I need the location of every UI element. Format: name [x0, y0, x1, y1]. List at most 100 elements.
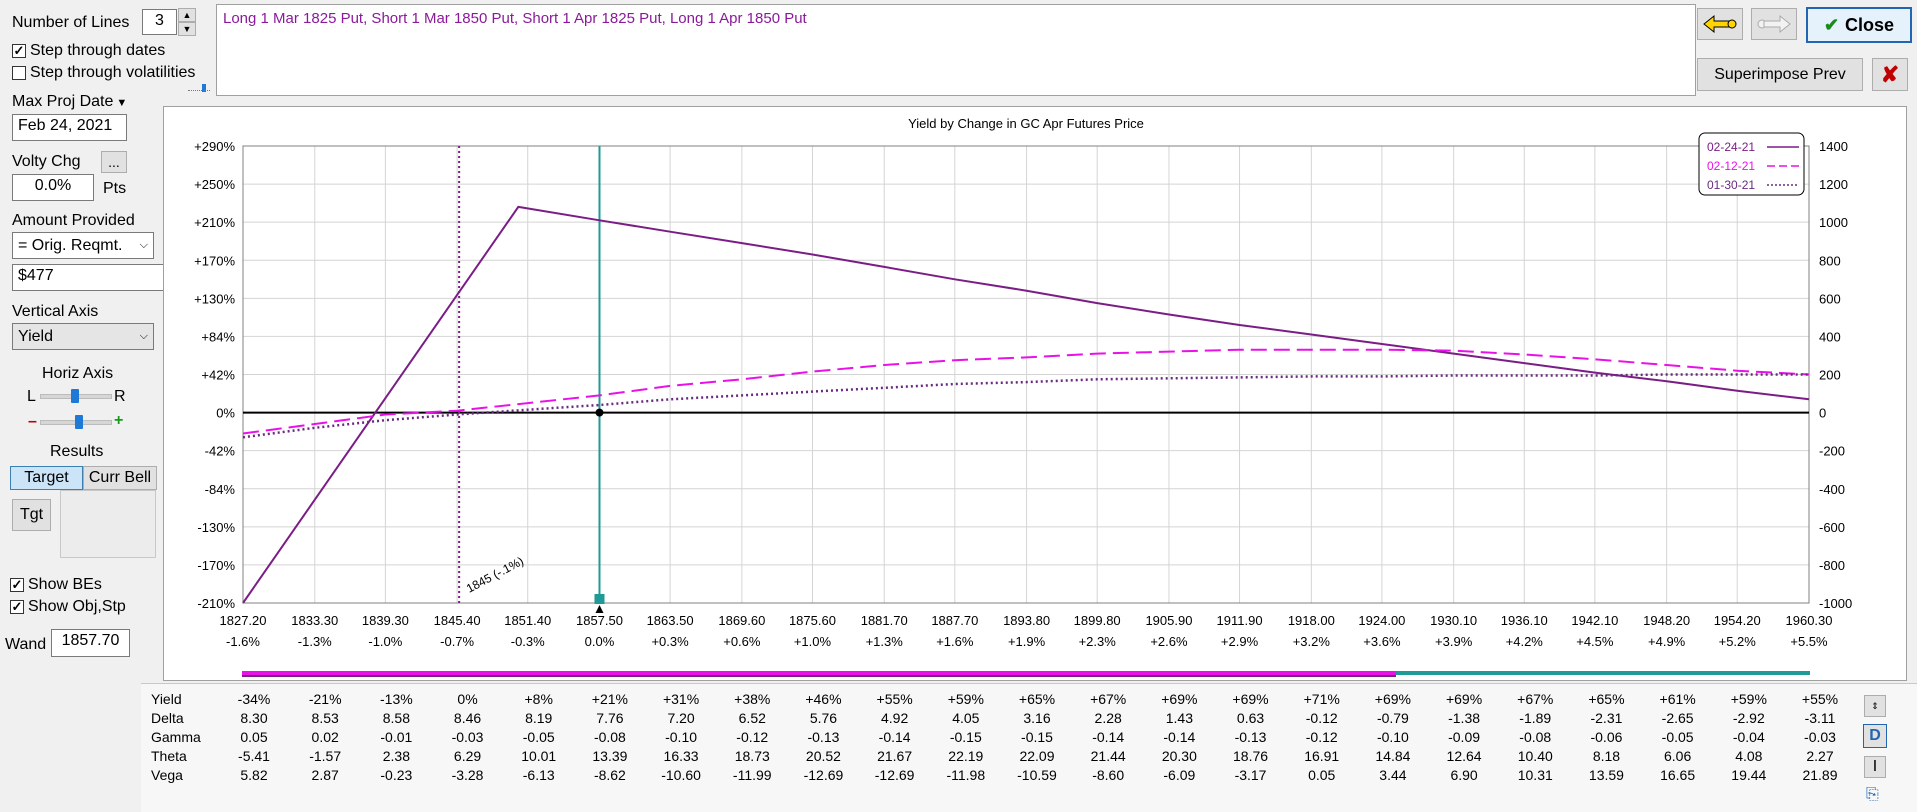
y-right-tick-label: 800 [1819, 253, 1841, 268]
greeks-cell: +65% [1588, 691, 1625, 707]
show-bes-checkbox[interactable]: ✓ Show BEs [10, 576, 102, 593]
superimpose-prev-button[interactable]: Superimpose Prev [1697, 58, 1863, 91]
vertical-axis-select[interactable]: Yield ⌵ [12, 323, 154, 350]
amount-value-field[interactable]: $477 [12, 264, 167, 291]
positions-textarea[interactable]: Long 1 Mar 1825 Put, Short 1 Mar 1850 Pu… [216, 4, 1696, 96]
target-tab[interactable]: Target [10, 466, 83, 490]
y-left-tick-label: +290% [194, 139, 235, 154]
x-pct-label: +0.6% [723, 634, 761, 649]
i-button[interactable]: I [1864, 756, 1886, 778]
greeks-cell: -12.69 [803, 767, 844, 783]
greeks-row-theta: Theta -5.41 -1.57 2.38 6.29 10.01 13.39 16.33 18… [151, 748, 1911, 766]
greeks-cell: 10.31 [1517, 767, 1553, 783]
wand-input[interactable]: 1857.70 [51, 629, 130, 657]
arrow-left-icon [1703, 14, 1737, 34]
chart-panel[interactable]: Yield by Change in GC Apr Futures Price 1… [163, 106, 1907, 681]
horiz-axis-slider-thumb[interactable] [71, 389, 79, 403]
greeks-cell: -0.05 [522, 729, 555, 745]
zoom-slider-thumb[interactable] [75, 415, 83, 429]
d-button[interactable]: D [1863, 724, 1887, 748]
tgt-button[interactable]: Tgt [12, 499, 51, 531]
next-arrow-button[interactable] [1751, 8, 1797, 40]
greeks-cell: 18.73 [734, 748, 770, 764]
greeks-cell: -0.14 [1163, 729, 1196, 745]
y-left-tick-label: +210% [194, 215, 235, 230]
x-icon: ✘ [1880, 61, 1900, 87]
greeks-cell: 21.44 [1090, 748, 1126, 764]
remove-button[interactable]: ✘ [1872, 58, 1908, 91]
number-of-lines-input[interactable]: 3 [142, 9, 177, 35]
greeks-row-label: Yield [151, 691, 182, 707]
vertical-axis-label: Vertical Axis [12, 303, 99, 320]
y-left-tick-label: -84% [205, 482, 236, 497]
greeks-cell: 13.39 [592, 748, 628, 764]
zoom-minus[interactable]: – [28, 413, 37, 430]
x-pct-label: +4.2% [1506, 634, 1544, 649]
x-tick-label: 1899.80 [1074, 613, 1121, 628]
chevron-down-icon: ⌵ [139, 239, 148, 251]
spin-down-button[interactable]: ▼ [178, 22, 196, 36]
zoom-plus[interactable]: + [114, 412, 124, 429]
max-proj-date-field[interactable]: Feb 24, 2021 [12, 114, 127, 141]
x-pct-label: -0.7% [440, 634, 474, 649]
greeks-cell: -0.14 [878, 729, 911, 745]
greeks-cell: 8.30 [240, 710, 268, 726]
legend-label: 01-30-21 [1707, 178, 1755, 192]
x-pct-label: -1.3% [298, 634, 332, 649]
x-tick-label: 1881.70 [861, 613, 908, 628]
legend-label: 02-24-21 [1707, 140, 1755, 154]
greeks-cell: +46% [805, 691, 842, 707]
y-right-tick-label: 1000 [1819, 215, 1848, 230]
greeks-cell: 4.08 [1735, 748, 1763, 764]
y-left-tick-label: +84% [201, 329, 235, 344]
greeks-cell: 4.05 [952, 710, 980, 726]
greeks-cell: 2.28 [1094, 710, 1122, 726]
resize-button[interactable]: ⇕ [1864, 695, 1886, 717]
greeks-cell: 8.46 [453, 710, 482, 726]
show-obj-checkbox[interactable]: ✓ Show Obj,Stp [10, 598, 126, 615]
x-pct-label: +4.9% [1648, 634, 1686, 649]
yield-chart[interactable]: Yield by Change in GC Apr Futures Price 1… [164, 107, 1908, 682]
greeks-cell: -0.15 [1021, 729, 1053, 745]
greeks-cell: -0.09 [1448, 729, 1481, 745]
greeks-cell: 19.44 [1731, 767, 1767, 783]
splitter-handle[interactable] [188, 84, 210, 92]
greeks-table: Yield -34% -21% -13% 0% +8% +21% +31% +38% +46% +5… [141, 683, 1917, 812]
volty-chg-input[interactable]: 0.0% [12, 174, 94, 201]
prev-arrow-button[interactable] [1697, 8, 1743, 40]
greeks-cell: -1.89 [1519, 710, 1552, 726]
greeks-cell: 18.76 [1233, 748, 1269, 764]
step-dates-checkbox[interactable]: ✓ Step through dates [12, 42, 166, 59]
greeks-cell: -0.12 [1305, 729, 1338, 745]
greeks-row-label: Delta [151, 710, 184, 726]
amount-provided-select[interactable]: = Orig. Reqmt. ⌵ [12, 232, 154, 259]
greeks-cell: -0.15 [949, 729, 982, 745]
y-right-tick-label: 600 [1819, 291, 1841, 306]
greeks-cell: +71% [1303, 691, 1340, 707]
curr-bell-tab[interactable]: Curr Bell [83, 466, 157, 490]
greeks-cell: -1.57 [309, 748, 342, 764]
step-vols-checkbox[interactable]: Step through volatilities [12, 64, 195, 82]
greeks-row-gamma: Gamma 0.05 0.02 -0.01 -0.03 -0.05 -0.08 -0.10 -0… [151, 729, 1911, 747]
checkbox-checked-icon: ✓ [10, 599, 24, 614]
greeks-cell: -21% [308, 691, 342, 707]
range-bar-magenta [242, 671, 1396, 675]
greeks-cell: 7.20 [667, 710, 695, 726]
greeks-cell: +8% [524, 691, 553, 707]
greeks-row-label: Gamma [151, 729, 201, 745]
greeks-cell: +21% [591, 691, 628, 707]
horiz-l-label: L [27, 388, 36, 405]
greeks-cell: -0.06 [1590, 729, 1623, 745]
greeks-cell: 12.64 [1446, 748, 1482, 764]
export-icon[interactable]: ⎘ [1866, 786, 1879, 803]
greeks-cell: -13% [380, 691, 413, 707]
close-button[interactable]: ✔ Close [1806, 7, 1912, 43]
volty-chg-more-button[interactable]: ... [101, 151, 127, 173]
x-pct-label: +1.3% [866, 634, 904, 649]
greeks-cell: +67% [1517, 691, 1554, 707]
greeks-cell: +65% [1018, 691, 1056, 707]
max-proj-date-label[interactable]: Max Proj Date ▼ [12, 93, 128, 110]
spin-up-button[interactable]: ▲ [178, 8, 196, 22]
x-pct-label: +2.6% [1150, 634, 1188, 649]
x-tick-label: 1905.90 [1145, 613, 1192, 628]
